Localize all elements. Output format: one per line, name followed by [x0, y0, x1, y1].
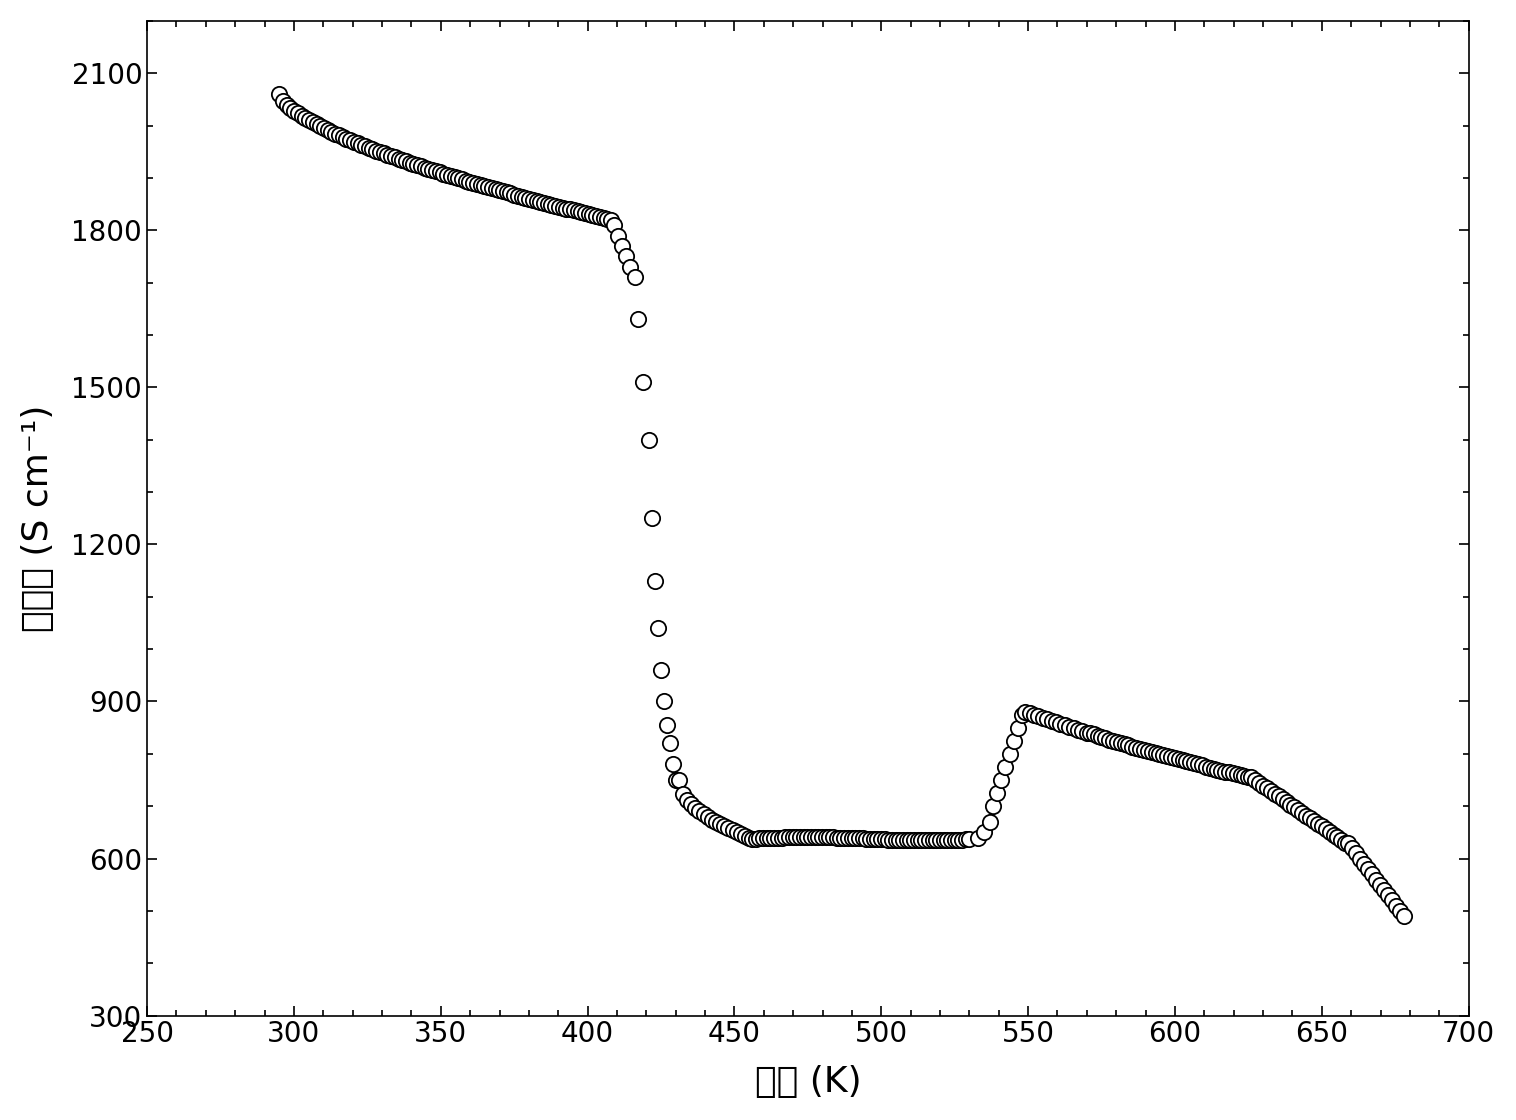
X-axis label: 温度 (K): 温度 (K): [755, 1065, 861, 1099]
Y-axis label: 电导率 (S cm⁻¹): 电导率 (S cm⁻¹): [21, 404, 55, 632]
